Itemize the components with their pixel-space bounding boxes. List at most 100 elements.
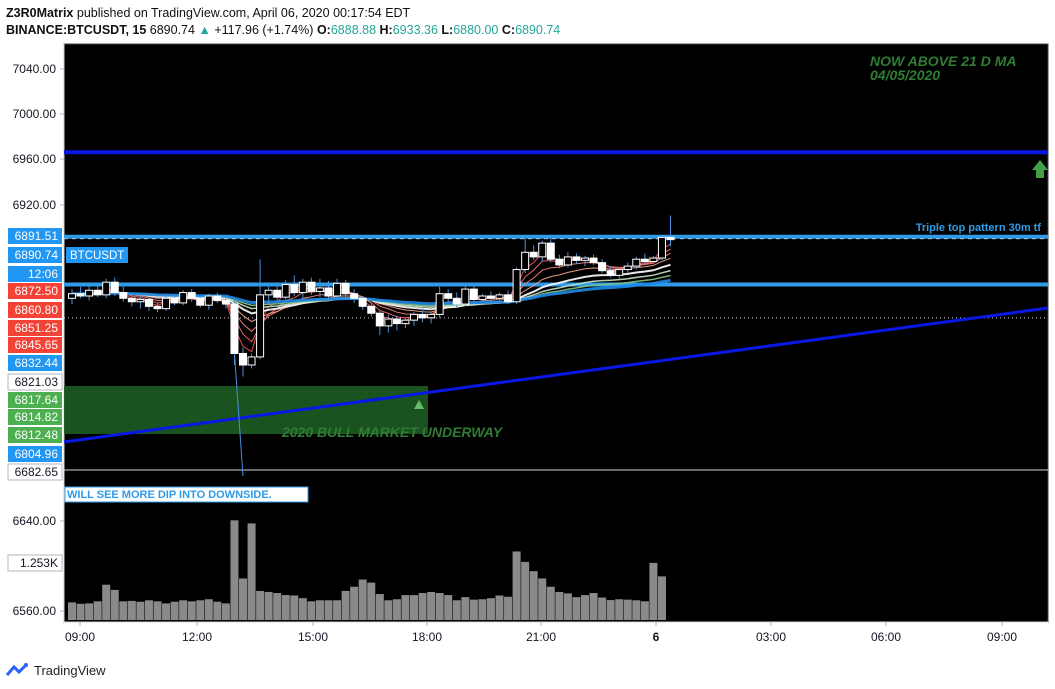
open-label: O: — [316, 23, 331, 37]
time-tick-label: 03:00 — [756, 630, 786, 644]
candle-down — [358, 297, 367, 307]
candle-down — [341, 282, 350, 295]
volume-bar — [298, 598, 307, 620]
annotation-triple-top: Triple top pattern 30m tf — [916, 222, 1042, 234]
candle-up — [461, 288, 470, 305]
candle-up — [512, 269, 521, 303]
volume-bar — [495, 595, 504, 620]
price-label-text: 6832.44 — [15, 356, 59, 370]
volume-bar — [478, 599, 487, 620]
publish-info: Z3R0Matrix published on TradingView.com,… — [6, 6, 410, 20]
volume-bar — [179, 600, 188, 620]
volume-bar — [76, 603, 85, 620]
volume-bar — [136, 601, 145, 620]
time-tick-label: 15:00 — [298, 630, 328, 644]
price-tick-label: 6960.00 — [13, 152, 57, 166]
candle-up — [632, 258, 641, 267]
annotation-dip-text: WILL SEE MORE DIP INTO DOWNSIDE. — [67, 489, 272, 501]
candle-up — [384, 318, 393, 327]
volume-bar — [461, 597, 470, 620]
candle-down — [221, 300, 230, 305]
candle-up — [162, 297, 171, 310]
volume-bar — [606, 600, 615, 620]
candle-down — [127, 297, 136, 303]
volume-bar — [581, 595, 589, 620]
candle-up — [538, 242, 547, 258]
candle-down — [452, 297, 461, 305]
candle-down — [93, 289, 102, 296]
volume-bar — [144, 600, 153, 620]
volume-bar — [452, 600, 461, 620]
chart-header: Z3R0Matrix published on TradingView.com,… — [6, 4, 1046, 40]
candle-up — [102, 281, 111, 296]
volume-bar — [486, 598, 495, 620]
volume-bar — [632, 600, 641, 620]
volume-bar — [102, 584, 111, 620]
candle-down — [589, 257, 598, 264]
price-tick-label: 7040.00 — [13, 62, 57, 76]
candle-up — [256, 294, 265, 358]
candle-down — [444, 293, 453, 299]
candle-down — [598, 262, 607, 272]
volume-bar — [281, 595, 290, 620]
volume-bar — [187, 601, 196, 620]
candle-up — [657, 236, 666, 259]
candle-down — [529, 251, 538, 258]
candle-down — [239, 353, 247, 366]
candle-down — [230, 303, 239, 354]
candle-down — [213, 295, 222, 302]
candle-up — [410, 313, 418, 321]
volume-bar — [196, 600, 205, 620]
volume-bar — [350, 586, 359, 620]
price-label-text: 6860.80 — [15, 303, 59, 317]
price-label-text: 6814.82 — [15, 410, 59, 424]
tradingview-logo-icon[interactable] — [6, 663, 30, 677]
price-label-text: 6890.74 — [15, 248, 59, 262]
price-label-box — [8, 320, 62, 336]
candle-down — [375, 312, 384, 327]
volume-bar — [546, 586, 555, 620]
price-label-box — [8, 302, 62, 318]
candle-up — [68, 293, 76, 299]
candle-up — [623, 265, 632, 271]
candle-up — [478, 295, 487, 300]
symbol-info: BINANCE:BTCUSDT, 15 6890.74 ▲ +117.96 (+… — [6, 23, 560, 37]
low-value: 6880.00 — [453, 23, 499, 37]
candle-up — [85, 289, 94, 297]
candle-down — [546, 242, 555, 260]
candle-up — [264, 289, 273, 296]
volume-bar — [324, 600, 333, 620]
volume-bar — [290, 595, 299, 620]
symbol-name[interactable]: BINANCE:BTCUSDT, 15 — [6, 23, 147, 37]
price-label-box — [8, 266, 62, 282]
plot-area — [64, 44, 1048, 622]
annotation-ma-text: NOW ABOVE 21 D MA — [870, 53, 1017, 69]
candle-up — [521, 251, 530, 271]
annotation-dip-box — [64, 486, 309, 503]
volume-bar — [85, 603, 94, 620]
candle-up — [495, 294, 504, 299]
tradingview-brand[interactable]: TradingView — [34, 663, 106, 678]
annotation-date-text: 04/05/2020 — [870, 67, 940, 83]
last-price: 6890.74 — [149, 23, 195, 37]
candle-down — [110, 281, 119, 294]
candle-up — [315, 287, 324, 292]
volume-bar — [392, 599, 401, 620]
price-label-text: 1.253K — [20, 556, 58, 570]
close-value: 6890.74 — [515, 23, 561, 37]
volume-bar — [162, 603, 171, 620]
author-name[interactable]: Z3R0Matrix — [6, 6, 74, 20]
publish-text: published on TradingView.com, April 06, … — [76, 6, 411, 20]
volume-bar — [153, 601, 162, 620]
price-label-box — [8, 409, 62, 425]
candle-up — [298, 281, 307, 294]
price-label-box — [8, 247, 62, 263]
candle-down — [187, 292, 196, 299]
candle-down — [196, 297, 205, 306]
volume-bar — [384, 600, 393, 620]
volume-bar — [367, 582, 376, 620]
price-label-text: 6891.51 — [15, 229, 59, 243]
symbol-tag: BTCUSDT — [70, 250, 124, 262]
volume-bar — [256, 590, 265, 620]
